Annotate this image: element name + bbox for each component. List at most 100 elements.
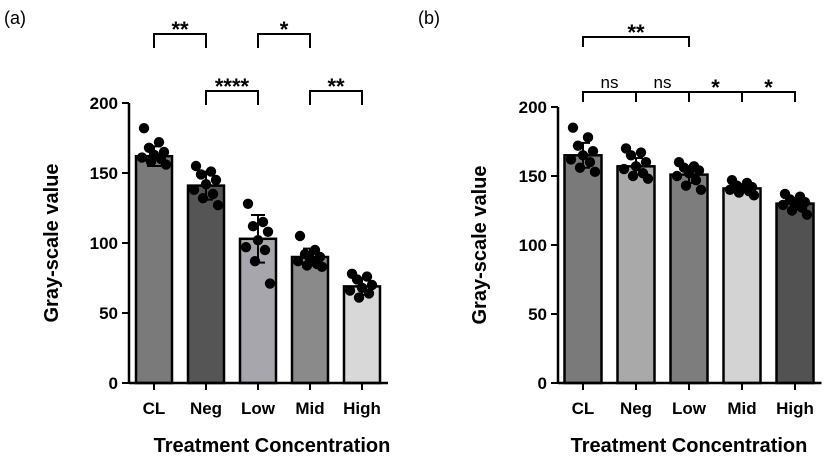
x-tick-label: Neg — [620, 399, 652, 418]
data-point — [351, 274, 363, 285]
data-point — [724, 184, 736, 195]
data-point — [618, 163, 630, 175]
significance-label: ** — [327, 74, 345, 99]
y-tick-label: 0 — [109, 374, 118, 393]
data-point — [316, 261, 328, 272]
data-point — [257, 216, 269, 228]
bar-mid — [722, 187, 762, 385]
data-point — [733, 187, 745, 198]
data-point — [572, 140, 584, 151]
data-point — [366, 279, 378, 291]
panel-label: (a) — [4, 8, 26, 28]
data-point — [587, 145, 599, 157]
data-point — [240, 242, 252, 253]
data-point — [361, 271, 373, 282]
data-point — [683, 168, 695, 179]
data-point — [630, 161, 642, 172]
data-point — [292, 256, 304, 267]
data-point — [264, 278, 276, 289]
data-point — [801, 209, 813, 220]
bar-mid — [290, 255, 330, 385]
significance-label: * — [711, 75, 720, 100]
data-point — [589, 166, 601, 178]
data-point — [188, 184, 200, 195]
data-point — [582, 132, 594, 143]
significance-label: ** — [627, 20, 645, 45]
significance-bracket — [205, 90, 259, 105]
data-point — [190, 160, 202, 172]
data-point — [252, 235, 264, 246]
y-tick-label: 50 — [99, 304, 118, 323]
significance-bracket — [153, 33, 207, 48]
data-point — [577, 150, 589, 161]
data-point — [642, 173, 654, 184]
bar-low — [669, 173, 709, 385]
significance-bracket — [582, 36, 690, 47]
data-point — [212, 200, 224, 211]
x-tick-label: Low — [672, 399, 707, 418]
y-axis-title: Gray-scale value — [41, 164, 63, 323]
significance-bracket — [741, 91, 796, 102]
data-point — [242, 198, 254, 209]
bar-high — [775, 202, 815, 385]
x-tick-label: High — [776, 399, 814, 418]
data-point — [356, 282, 368, 293]
data-point — [786, 205, 798, 216]
data-point — [680, 180, 692, 191]
data-point — [138, 123, 150, 134]
bar-cl — [563, 154, 603, 385]
data-point — [640, 157, 652, 168]
data-point — [153, 137, 165, 148]
data-point — [205, 166, 217, 177]
significance-bracket — [582, 91, 637, 102]
chart-panel-b: (b) CL Neg Low Mid High 0 50 100 150 200 Treatment … — [418, 8, 822, 457]
data-point — [671, 170, 683, 182]
significance-bracket — [309, 90, 363, 105]
bar-neg — [616, 165, 656, 385]
data-point — [249, 256, 261, 267]
y-tick-label: 200 — [519, 98, 547, 117]
data-point — [301, 260, 313, 271]
y-tick-label: 100 — [519, 236, 547, 255]
y-tick-label: 150 — [90, 164, 118, 183]
data-point — [777, 199, 789, 211]
significance-label: ns — [654, 73, 672, 92]
y-tick-label: 200 — [90, 94, 118, 113]
data-point — [344, 285, 356, 296]
chart-panel-a: (a) CL Neg Low Mid High 0 50 100 150 200 Treatment … — [4, 8, 390, 457]
bar-neg — [186, 184, 226, 385]
data-point — [625, 150, 637, 161]
data-point — [748, 190, 760, 201]
x-tick-label: Mid — [727, 399, 756, 418]
data-point — [247, 221, 259, 232]
data-point — [584, 157, 596, 168]
significance-label: * — [280, 17, 289, 42]
data-point — [635, 147, 647, 158]
x-tick-label: Mid — [295, 399, 324, 418]
data-point — [574, 162, 586, 173]
y-tick-label: 0 — [538, 374, 547, 393]
data-point — [693, 165, 705, 176]
data-point — [210, 174, 222, 186]
significance-label: ns — [601, 73, 619, 92]
panel-label: (b) — [418, 8, 440, 28]
x-tick-label: CL — [143, 399, 166, 418]
data-point — [363, 288, 375, 299]
data-point — [353, 292, 365, 303]
x-axis-title: Treatment Concentration — [154, 435, 391, 457]
data-point — [690, 174, 702, 186]
data-point — [200, 179, 212, 190]
data-point — [145, 156, 157, 167]
x-tick-label: Neg — [190, 399, 222, 418]
data-point — [627, 170, 639, 182]
bar-high — [342, 285, 382, 385]
y-tick-label: 50 — [528, 305, 547, 324]
x-tick-label: Low — [241, 399, 276, 418]
significance-label: ** — [171, 17, 189, 42]
data-point — [262, 226, 274, 237]
data-point — [259, 244, 271, 256]
x-tick-label: High — [343, 399, 381, 418]
data-point — [207, 188, 219, 200]
data-point — [197, 193, 209, 204]
